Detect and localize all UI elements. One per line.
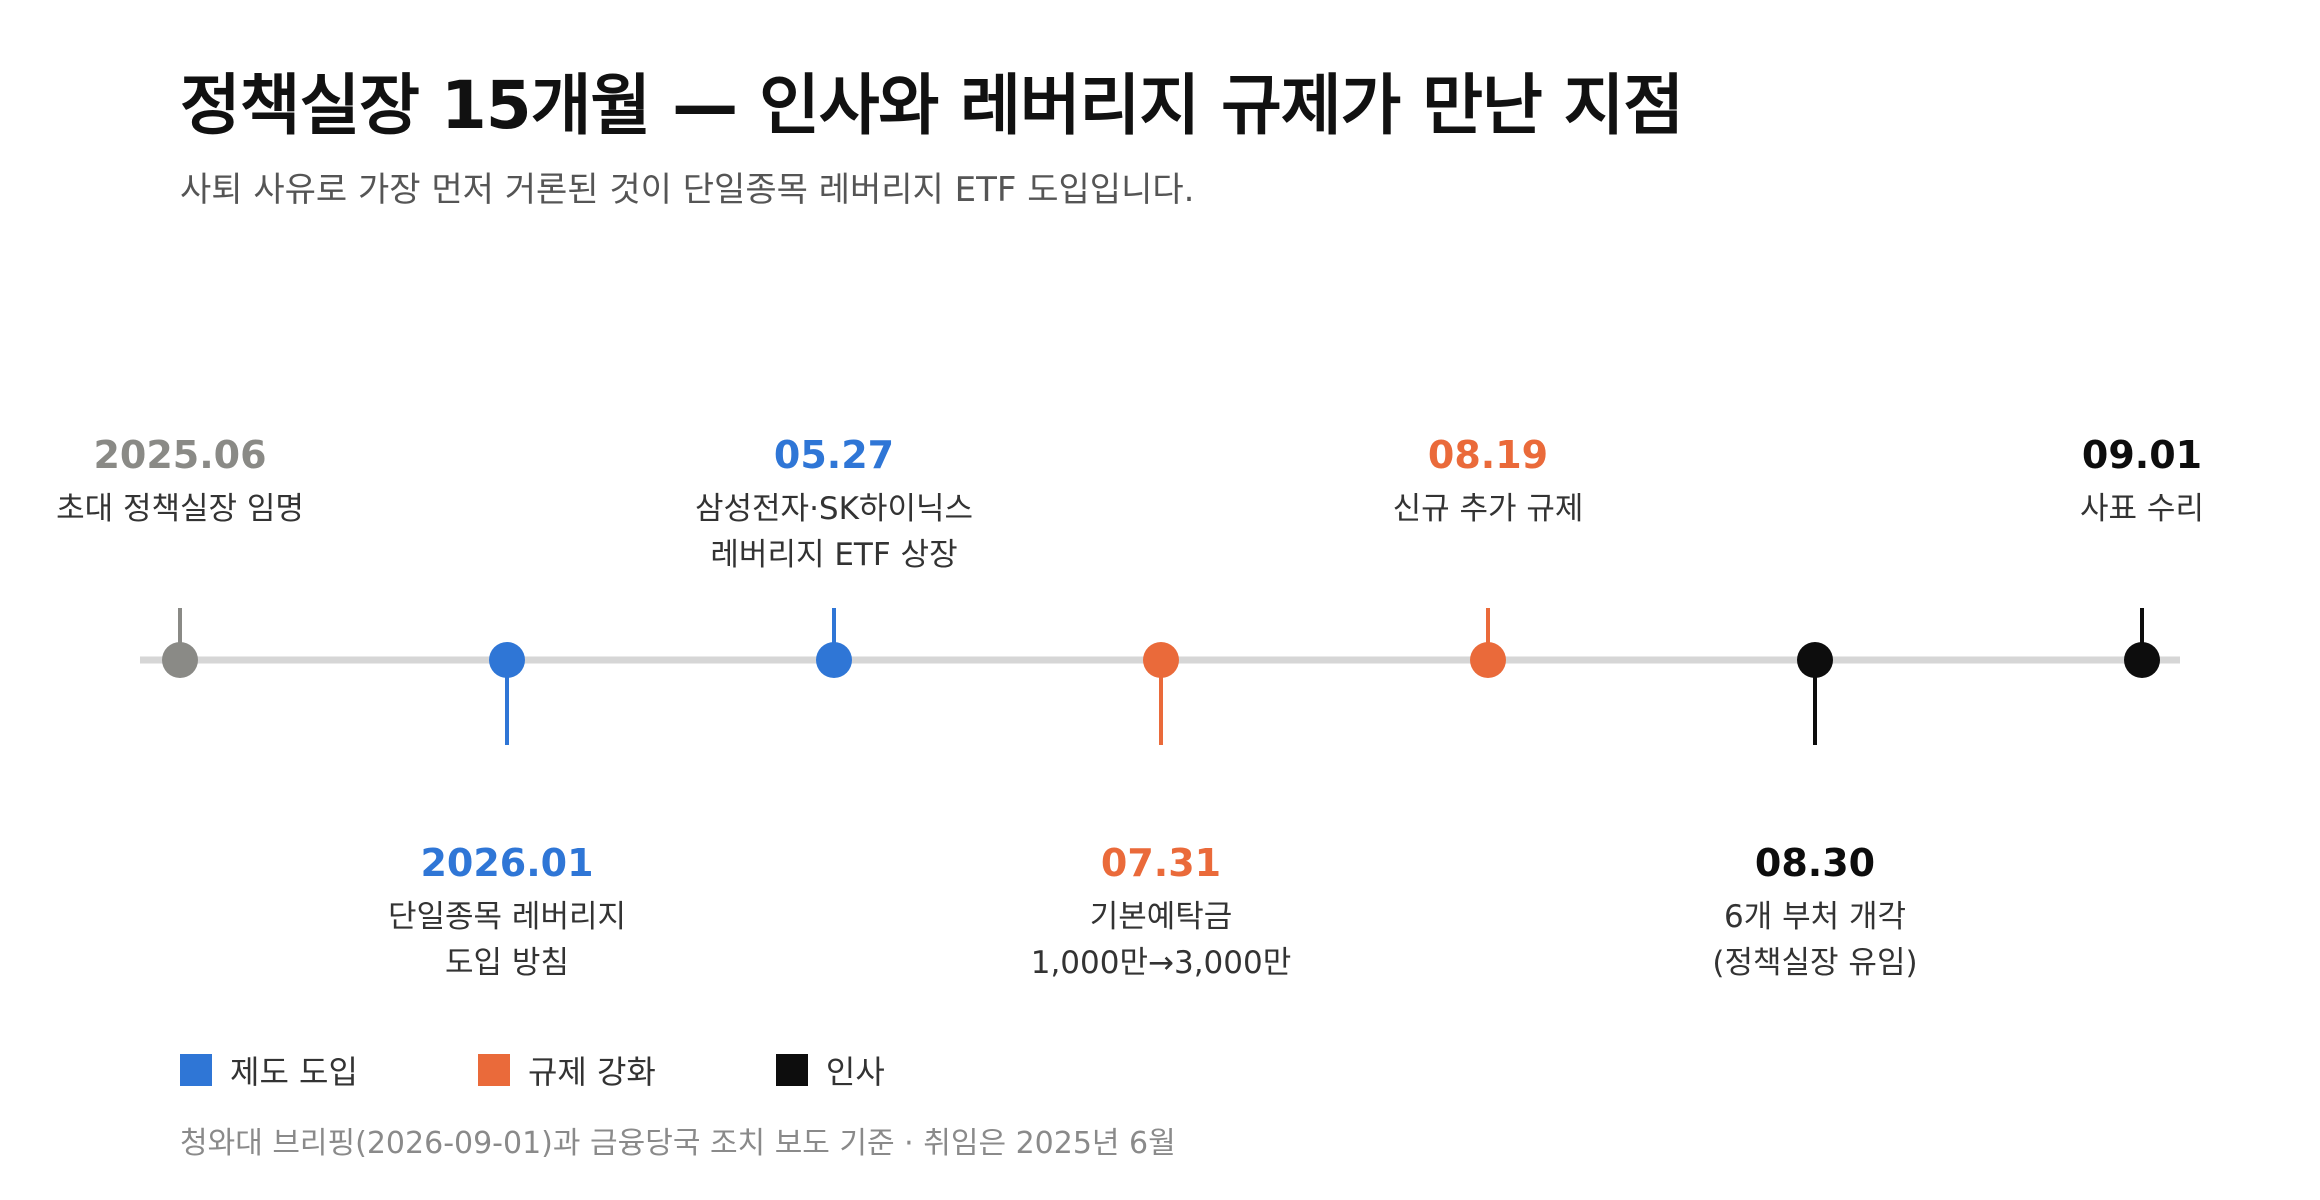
event-description: 신규 추가 규제 xyxy=(1278,486,1698,532)
event-description-line: 신규 추가 규제 xyxy=(1392,491,1584,527)
event-date: 08.19 xyxy=(1427,433,1549,477)
event-description-line: 사표 수리 xyxy=(2080,491,2204,527)
event-description-line: 삼성전자·SK하이닉스 xyxy=(694,491,974,527)
event-marker xyxy=(1143,642,1179,678)
event-description-line: 1,000만→3,000만 xyxy=(1030,945,1292,981)
timeline-event: 07.31 기본예탁금 1,000만→3,000만 xyxy=(951,840,1371,986)
event-date: 08.30 xyxy=(1754,841,1876,885)
event-description-line: 초대 정책실장 임명 xyxy=(56,491,304,527)
event-description-line: 단일종목 레버리지 xyxy=(387,899,626,935)
legend-swatch-policy xyxy=(180,1054,212,1086)
page-subtitle: 사퇴 사유로 가장 먼저 거론된 것이 단일종목 레버리지 ETF 도입입니다. xyxy=(180,170,1195,210)
source-note: 청와대 브리핑(2026-09-01)과 금융당국 조치 보도 기준 · 취임은… xyxy=(180,1126,1176,1161)
legend-label-personnel: 인사 xyxy=(825,1053,885,1091)
event-marker xyxy=(816,642,852,678)
event-description-line: 6개 부처 개각 xyxy=(1723,899,1907,935)
event-marker xyxy=(2124,642,2160,678)
event-description: 초대 정책실장 임명 xyxy=(0,486,390,532)
legend-swatch-regulation xyxy=(477,1054,510,1086)
event-marker xyxy=(489,642,525,678)
legend-item-personnel: 인사 xyxy=(775,1047,885,1093)
event-description-line: 기본예탁금 xyxy=(1089,899,1233,935)
event-marker xyxy=(1797,642,1833,678)
event-marker xyxy=(162,642,198,678)
event-marker xyxy=(1470,642,1506,678)
legend-swatch-personnel xyxy=(775,1054,808,1086)
event-description-line: 레버리지 ETF 상장 xyxy=(710,537,958,573)
legend-item-policy: 제도 도입 xyxy=(180,1047,358,1093)
legend-label-regulation: 규제 강화 xyxy=(527,1053,656,1091)
legend-label-policy: 제도 도입 xyxy=(230,1053,358,1091)
event-date: 09.01 xyxy=(2081,433,2203,477)
event-description-line: (정책실장 유임) xyxy=(1712,945,1918,981)
event-date: 07.31 xyxy=(1100,841,1222,885)
event-description: 사표 수리 xyxy=(1932,486,2320,532)
timeline-event: 09.01 사표 수리 xyxy=(1932,432,2320,532)
event-description-line: 도입 방침 xyxy=(445,945,569,981)
event-description: 기본예탁금 1,000만→3,000만 xyxy=(951,894,1371,986)
event-date: 05.27 xyxy=(773,433,895,477)
timeline-event: 2025.06 초대 정책실장 임명 xyxy=(0,432,390,532)
event-date: 2025.06 xyxy=(93,433,267,477)
timeline-event: 08.30 6개 부처 개각 (정책실장 유임) xyxy=(1605,840,2025,986)
page-title: 정책실장 15개월 — 인사와 레버리지 규제가 만난 지점 xyxy=(180,67,1684,144)
legend-item-regulation: 규제 강화 xyxy=(477,1047,656,1093)
legend: 제도 도입 규제 강화 인사 xyxy=(180,1048,1005,1092)
timeline-event: 08.19 신규 추가 규제 xyxy=(1278,432,1698,532)
event-description: 6개 부처 개각 (정책실장 유임) xyxy=(1605,894,2025,986)
event-date: 2026.01 xyxy=(420,841,594,885)
